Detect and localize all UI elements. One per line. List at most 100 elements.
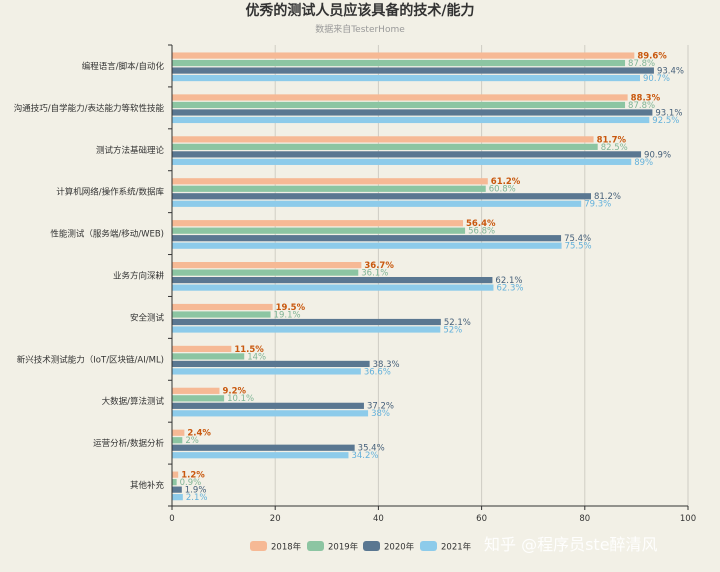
bar — [172, 452, 349, 459]
bar — [172, 429, 185, 436]
data-label: 34.2% — [351, 451, 378, 461]
bar — [172, 227, 466, 234]
legend-swatch — [250, 541, 267, 551]
legend-label: 2019年 — [328, 542, 359, 553]
data-label: 38.3% — [373, 360, 400, 370]
legend-label: 2020年 — [384, 542, 415, 553]
bar — [172, 136, 594, 143]
bar — [172, 387, 220, 394]
data-label: 89% — [634, 158, 653, 168]
x-tick-label: 40 — [373, 514, 384, 524]
data-label: 35.4% — [358, 444, 385, 454]
data-label: 87.8% — [628, 59, 655, 69]
legend-swatch — [307, 541, 324, 551]
bar — [172, 200, 582, 207]
bar — [172, 368, 361, 375]
data-label: 1.9% — [185, 486, 207, 496]
data-label: 1.2% — [181, 471, 205, 481]
data-label: 9.2% — [222, 387, 246, 397]
category-label: 其他补充 — [130, 480, 165, 491]
bar — [172, 262, 362, 269]
x-tick-label: 80 — [579, 514, 590, 524]
category-label: 性能测试（服务端/移动/WEB) — [50, 229, 164, 240]
data-label: 62.3% — [496, 284, 523, 294]
bar — [172, 101, 626, 109]
data-label: 2.4% — [187, 429, 211, 439]
data-label: 14% — [247, 352, 266, 362]
bar — [172, 444, 355, 451]
bar — [172, 395, 225, 402]
bar — [172, 52, 635, 59]
data-label: 81.2% — [594, 192, 621, 202]
bar — [172, 437, 183, 444]
bar — [172, 235, 562, 242]
data-label: 61.2% — [491, 177, 521, 187]
legend: 2018年 2019年 2020年 2021年 — [250, 541, 472, 553]
data-label: 10.1% — [227, 394, 254, 404]
category-label: 业务方向深耕 — [113, 271, 165, 282]
category-label: 运营分析/数据分析 — [93, 438, 164, 449]
bar — [172, 471, 179, 478]
data-label: 56.8% — [468, 227, 495, 237]
x-tick-label: 60 — [476, 514, 487, 524]
data-label: 60.8% — [489, 185, 516, 195]
chart-subtitle: 数据来自TesterHome — [315, 23, 405, 35]
category-label: 新兴技术测试能力（IoT/区块链/AI/ML) — [17, 354, 164, 365]
data-label: 79.3% — [584, 200, 611, 210]
data-label: 93.4% — [657, 66, 684, 76]
legend-swatch — [420, 541, 437, 551]
legend-label: 2021年 — [441, 542, 472, 553]
bar — [172, 269, 359, 276]
data-label: 2.1% — [186, 493, 208, 503]
bar — [172, 402, 364, 409]
data-label: 56.4% — [466, 219, 496, 229]
x-tick-label: 0 — [169, 514, 174, 524]
legend-swatch — [363, 541, 380, 551]
bar — [172, 94, 628, 101]
data-label: 75.5% — [565, 242, 592, 252]
bar — [172, 479, 177, 486]
data-label: 36.7% — [364, 261, 394, 271]
data-label: 93.1% — [655, 108, 682, 118]
data-label: 89.6% — [637, 51, 667, 61]
category-label: 计算机网络/操作系统/数据库 — [56, 187, 164, 198]
bar — [172, 284, 494, 291]
category-label: 安全测试 — [130, 312, 165, 323]
data-label: 0.9% — [180, 478, 202, 488]
category-label: 沟通技巧/自学能力/表达能力等软性技能 — [14, 103, 165, 114]
bar — [172, 353, 245, 360]
bars: 89.6%87.8%93.4%90.7%88.3%87.8%93.1%92.5%… — [172, 51, 684, 503]
data-label: 82.5% — [601, 143, 628, 153]
data-label: 87.8% — [628, 101, 655, 111]
bar — [172, 74, 641, 82]
data-label: 62.1% — [495, 276, 522, 286]
data-label: 88.3% — [631, 93, 661, 103]
category-label: 大数据/算法测试 — [102, 396, 165, 407]
data-label: 92.5% — [652, 116, 679, 126]
category-label: 测试方法基础理论 — [96, 145, 165, 156]
category-label: 编程语言/脚本/自动化 — [82, 61, 165, 72]
legend-label: 2018年 — [271, 542, 302, 553]
data-label: 37.2% — [367, 402, 394, 412]
chart-title: 优秀的测试人员应该具备的技术/能力 — [245, 2, 474, 19]
bar — [172, 242, 562, 249]
bar — [172, 303, 273, 311]
data-label: 90.7% — [643, 74, 670, 84]
bar — [172, 318, 441, 326]
data-label: 52% — [443, 325, 462, 335]
data-label: 90.9% — [644, 150, 671, 160]
bar — [172, 360, 370, 368]
x-tick-label: 100 — [680, 514, 696, 524]
bar — [172, 277, 493, 284]
x-tick-label: 20 — [270, 514, 281, 524]
bar — [172, 185, 486, 192]
data-label: 52.1% — [444, 318, 471, 328]
data-label: 81.7% — [597, 135, 627, 145]
watermark: 知乎 @程序员ste醉清风 — [484, 535, 658, 554]
bar — [172, 151, 642, 158]
bar — [172, 178, 488, 185]
data-label: 75.4% — [564, 234, 591, 244]
bar — [172, 345, 232, 353]
bar — [172, 116, 650, 124]
